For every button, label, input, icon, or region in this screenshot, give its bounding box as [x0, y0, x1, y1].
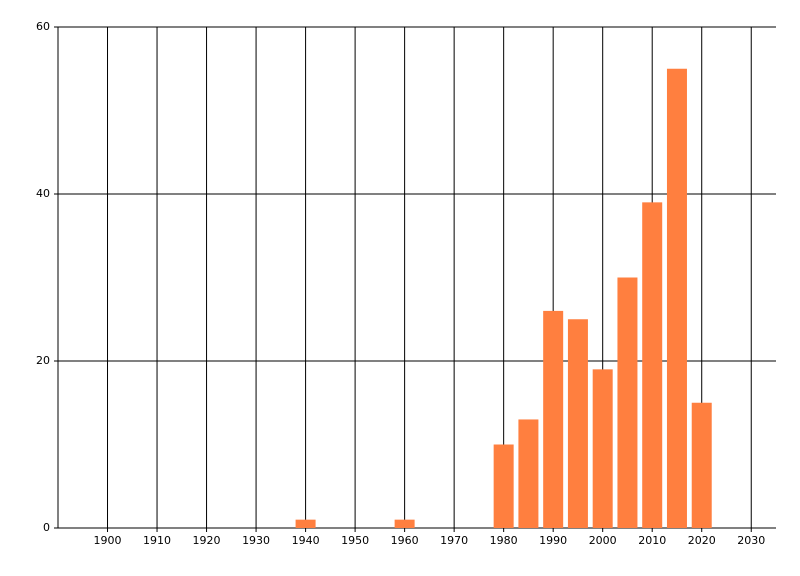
x-tick-label: 1930 — [242, 534, 270, 547]
x-tick-label: 1920 — [193, 534, 221, 547]
x-tick-label: 1940 — [292, 534, 320, 547]
bar — [567, 319, 588, 528]
bar — [518, 419, 539, 528]
bar — [493, 444, 514, 528]
x-tick-label: 1910 — [143, 534, 171, 547]
y-tick-label: 40 — [36, 187, 50, 200]
x-tick-label: 1950 — [341, 534, 369, 547]
x-tick-label: 2030 — [737, 534, 765, 547]
x-tick-label: 2010 — [638, 534, 666, 547]
x-tick-label: 1970 — [440, 534, 468, 547]
y-tick-label: 20 — [36, 354, 50, 367]
bar — [691, 402, 712, 528]
bar — [592, 369, 613, 528]
bar — [642, 202, 663, 528]
x-tick-label: 1980 — [490, 534, 518, 547]
x-tick-label: 1960 — [391, 534, 419, 547]
x-tick-label: 1990 — [539, 534, 567, 547]
bar — [543, 310, 564, 528]
bar — [394, 519, 415, 528]
x-tick-label: 2020 — [688, 534, 716, 547]
bar — [666, 68, 687, 528]
y-tick-label: 60 — [36, 20, 50, 33]
x-tick-label: 2000 — [589, 534, 617, 547]
bar — [295, 519, 316, 528]
bar — [617, 277, 638, 528]
x-tick-label: 1900 — [94, 534, 122, 547]
y-tick-label: 0 — [43, 521, 50, 534]
